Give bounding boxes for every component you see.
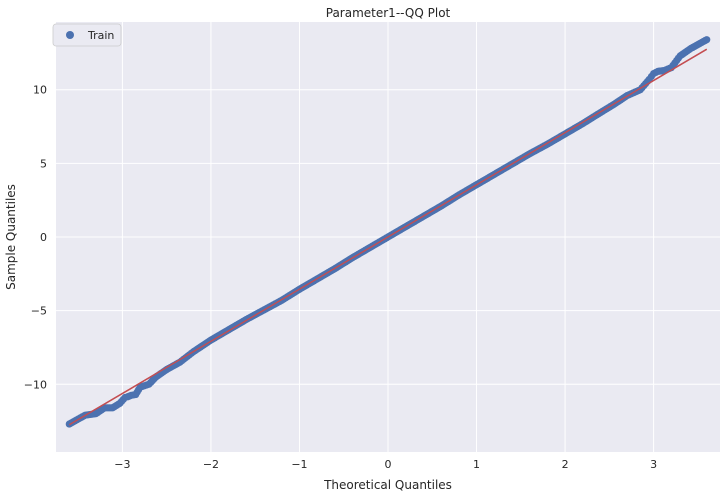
y-axis-label: Sample Quantiles [4,184,18,290]
x-tick-labels: −3 −2 −1 0 1 2 3 [114,458,657,471]
legend: Train [52,23,122,47]
legend-box [52,23,122,47]
data-point [703,36,711,44]
data-points [65,36,711,428]
y-tick-label: −10 [24,378,47,391]
x-tick-label: 0 [385,458,392,471]
x-axis-label: Theoretical Quantiles [323,478,452,492]
y-tick-label: −5 [31,305,47,318]
x-tick-label: 3 [650,458,657,471]
x-tick-label: 2 [562,458,569,471]
legend-marker [66,31,74,39]
x-tick-label: 1 [473,458,480,471]
x-tick-label: −1 [291,458,307,471]
y-tick-label: 0 [40,231,47,244]
reference-line-overlay [68,48,708,426]
y-tick-label: 10 [33,84,47,97]
legend-label: Train [87,29,114,42]
x-tick-label: −2 [203,458,219,471]
x-tick-label: −3 [114,458,130,471]
y-tick-labels: −10 −5 0 5 10 [24,84,47,392]
chart-title: Parameter1--QQ Plot [326,6,451,20]
y-tick-label: 5 [40,157,47,170]
